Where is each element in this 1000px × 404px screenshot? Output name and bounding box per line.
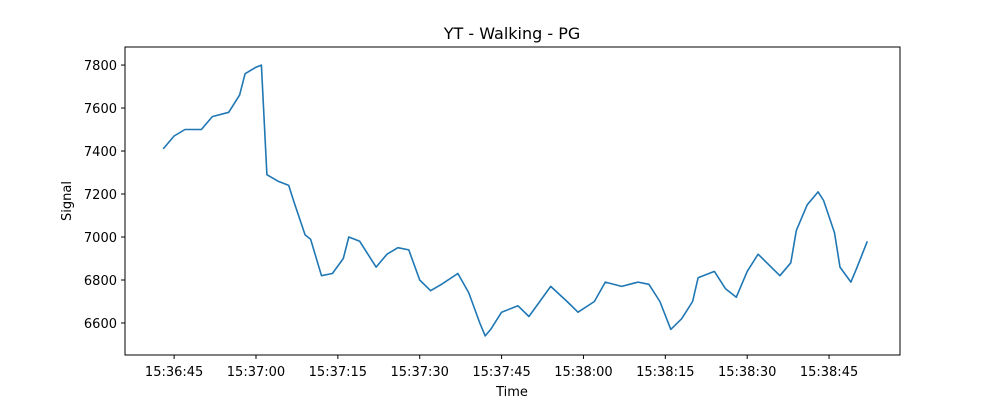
y-tick-label: 7400 bbox=[84, 145, 117, 160]
y-tick-label: 7200 bbox=[84, 188, 117, 203]
y-tick-label: 6800 bbox=[84, 274, 117, 289]
x-tick-label: 15:37:15 bbox=[309, 365, 367, 380]
y-tick-label: 7800 bbox=[84, 59, 117, 74]
y-tick-label: 7600 bbox=[84, 102, 117, 117]
x-tick-label: 15:37:00 bbox=[227, 365, 285, 380]
y-tick-label: 6600 bbox=[84, 317, 117, 332]
plot-frame bbox=[124, 46, 901, 356]
x-tick-label: 15:36:45 bbox=[145, 365, 203, 380]
x-tick-label: 15:38:15 bbox=[636, 365, 694, 380]
chart-title: YT - Walking - PG bbox=[443, 24, 581, 43]
y-tick-label: 7000 bbox=[84, 231, 117, 246]
x-tick-label: 15:38:45 bbox=[800, 365, 858, 380]
x-tick-label: 15:38:00 bbox=[554, 365, 612, 380]
x-tick-label: 15:38:30 bbox=[718, 365, 776, 380]
x-axis-label: Time bbox=[495, 385, 528, 400]
y-axis-label: Signal bbox=[60, 181, 75, 221]
series-line bbox=[162, 64, 869, 337]
x-tick-label: 15:37:30 bbox=[391, 365, 449, 380]
x-tick-label: 15:37:45 bbox=[472, 365, 530, 380]
